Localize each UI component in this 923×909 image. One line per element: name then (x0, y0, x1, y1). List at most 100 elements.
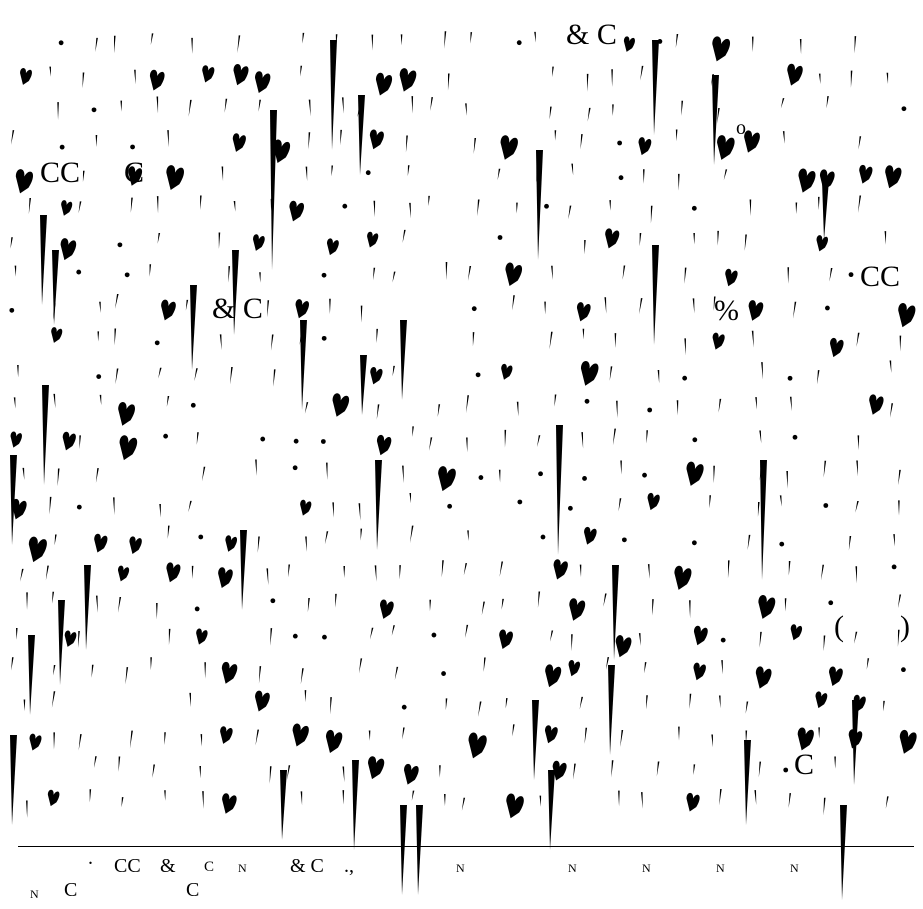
glyph-stroke (164, 732, 166, 746)
glyph-dot (190, 402, 196, 408)
glyph-stroke (358, 503, 361, 521)
glyph-stroke (826, 96, 829, 109)
glyph-blob (118, 401, 135, 426)
glyph-stroke (53, 664, 56, 676)
glyph-blob (370, 367, 383, 385)
glyph-stroke (692, 298, 695, 314)
glyph-blob (501, 363, 513, 380)
glyph-stroke (466, 437, 468, 453)
glyph-blob (404, 763, 419, 785)
glyph-dot (260, 436, 266, 442)
glyph-stroke (498, 469, 501, 483)
glyph-blob (505, 262, 523, 287)
glyph-spike (270, 110, 277, 270)
glyph-stroke (78, 734, 82, 751)
glyph-stroke (883, 700, 885, 712)
glyph-stroke (549, 331, 553, 350)
text-fragment: C (794, 748, 815, 781)
glyph-stroke (638, 633, 641, 646)
glyph-stroke (678, 726, 680, 741)
glyph-stroke (646, 695, 648, 710)
glyph-stroke (150, 657, 152, 671)
glyph-stroke (26, 592, 28, 610)
glyph-stroke (343, 565, 346, 579)
footer-fragment: & (160, 855, 176, 877)
glyph-stroke (391, 625, 395, 636)
glyph-blob (686, 461, 704, 486)
glyph-stroke (150, 33, 154, 45)
glyph-dot (783, 767, 789, 773)
footer-fragment: N (456, 861, 465, 875)
footer-fragment: N (238, 861, 247, 875)
glyph-stroke (269, 766, 272, 784)
glyph-spike (852, 700, 859, 785)
glyph-blob (898, 302, 916, 328)
glyph-stroke (551, 265, 553, 280)
glyph-stroke (467, 530, 469, 541)
glyph-stroke (326, 462, 328, 480)
glyph-dot (441, 671, 446, 676)
glyph-stroke (854, 36, 857, 54)
glyph-stroke (639, 233, 642, 247)
glyph-dot (293, 438, 299, 444)
glyph-spike (840, 805, 847, 900)
glyph-stroke (675, 34, 679, 49)
glyph-dot (76, 504, 82, 510)
glyph-stroke (400, 34, 403, 46)
glyph-blob (232, 133, 246, 152)
glyph-stroke (412, 426, 414, 437)
glyph-blob (584, 526, 597, 545)
glyph-stroke (17, 364, 19, 378)
glyph-blob (253, 234, 265, 251)
glyph-dot (292, 633, 298, 639)
glyph-blob (375, 72, 393, 96)
glyph-stroke (512, 295, 515, 311)
glyph-stroke (788, 560, 791, 576)
glyph-stroke (308, 99, 311, 117)
glyph-blob (28, 536, 47, 563)
glyph-blob (605, 228, 620, 249)
glyph-blob (899, 729, 917, 754)
glyph-stroke (82, 170, 85, 182)
glyph-stroke (201, 466, 206, 482)
glyph-dot (163, 433, 169, 439)
glyph-stroke (82, 72, 85, 89)
glyph-stroke (884, 231, 887, 245)
glyph-dot (292, 465, 298, 471)
glyph-stroke (689, 693, 692, 709)
glyph-stroke (342, 790, 345, 805)
glyph-stroke (91, 664, 94, 678)
glyph-stroke (270, 628, 273, 646)
glyph-stroke (505, 698, 508, 709)
glyph-stroke (445, 698, 448, 711)
glyph-spike (375, 460, 382, 550)
glyph-stroke (579, 696, 584, 710)
glyph-stroke (866, 658, 870, 670)
glyph-stroke (53, 393, 56, 409)
glyph-stroke (255, 459, 257, 476)
glyph-blob (29, 733, 42, 751)
glyph-dot (321, 335, 327, 341)
glyph-stroke (300, 791, 303, 806)
glyph-stroke (858, 195, 862, 213)
glyph-dot (617, 140, 623, 146)
glyph-dot (691, 205, 697, 211)
glyph-stroke (758, 761, 762, 778)
glyph-stroke (549, 106, 552, 120)
glyph-stroke (782, 131, 785, 144)
glyph-stroke (341, 97, 344, 114)
glyph-stroke (477, 199, 480, 217)
glyph-stroke (512, 724, 515, 737)
glyph-stroke (45, 565, 49, 581)
glyph-stroke (399, 565, 401, 580)
glyph-stroke (335, 593, 337, 608)
glyph-stroke (51, 691, 56, 708)
glyph-stroke (586, 73, 589, 92)
glyph-dot (478, 475, 484, 480)
glyph-stroke (477, 701, 482, 718)
glyph-stroke (609, 200, 611, 211)
glyph-spike (360, 355, 367, 415)
glyph-stroke (579, 564, 582, 578)
glyph-dot (567, 505, 573, 511)
glyph-spike (280, 770, 287, 840)
